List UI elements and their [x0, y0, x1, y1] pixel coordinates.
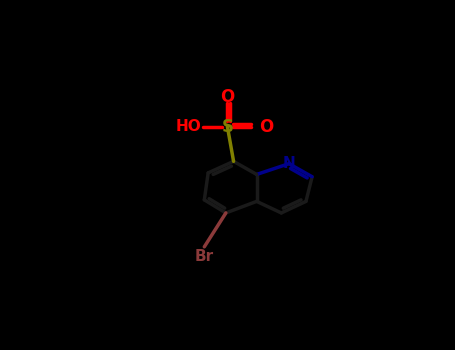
Text: Br: Br [195, 248, 214, 264]
Text: O: O [220, 89, 234, 106]
Text: O: O [259, 118, 273, 136]
Text: N: N [283, 156, 295, 171]
Text: S: S [222, 118, 233, 136]
Text: HO: HO [176, 119, 202, 134]
